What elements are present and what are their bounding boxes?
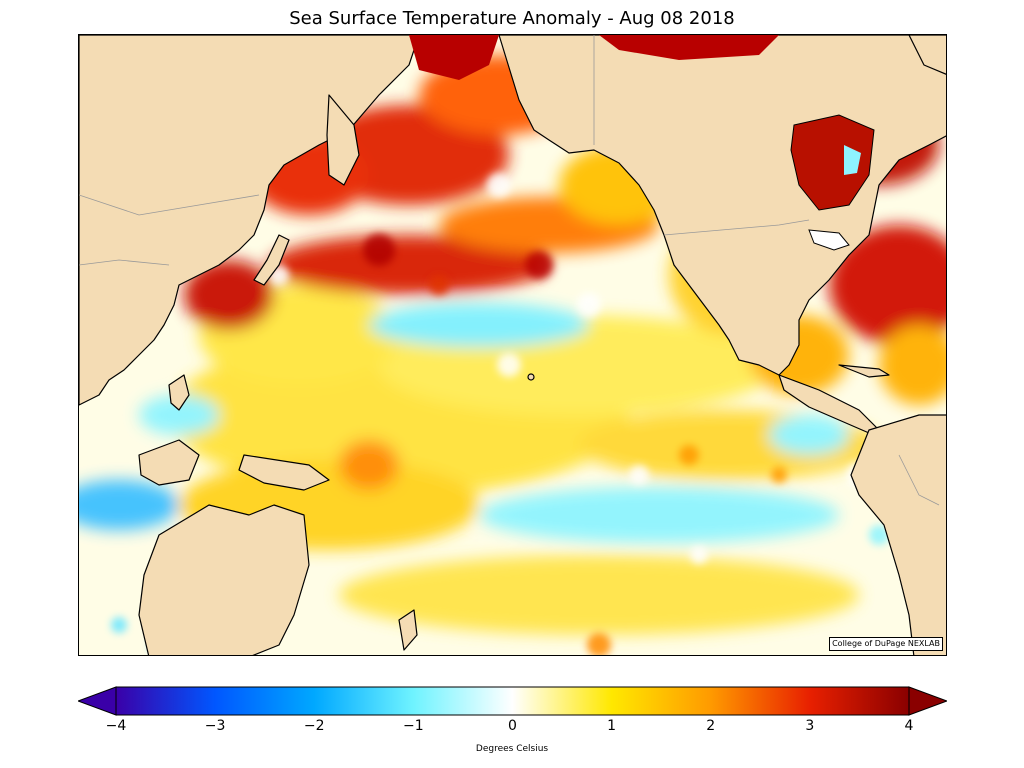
philippines xyxy=(168,374,190,411)
hawaii xyxy=(527,373,535,381)
colorbar-tick-label: −2 xyxy=(303,718,325,734)
japan xyxy=(253,234,290,286)
map-canvas xyxy=(79,35,946,655)
great-lakes xyxy=(808,229,850,251)
south-america-landmass xyxy=(850,414,946,655)
colorbar-label: Degrees Celsius xyxy=(475,744,549,754)
arctic-warm-2 xyxy=(599,35,779,60)
new-zealand xyxy=(398,609,418,651)
map-title: Sea Surface Temperature Anomaly - Aug 08… xyxy=(289,8,735,29)
colorbar-tick-label: 2 xyxy=(706,718,716,734)
colorbar-tick-label: 0 xyxy=(508,718,517,734)
arctic-warm xyxy=(409,35,499,80)
colorbar-tick-label: −3 xyxy=(204,718,226,734)
new-guinea xyxy=(238,454,330,491)
hudson-bay xyxy=(790,114,875,211)
colorbar-left-extend xyxy=(78,686,117,716)
colorbar xyxy=(78,686,947,716)
colorbar-ticks: −4 −3 −2 −1 0 1 2 3 4 xyxy=(0,718,1024,738)
colorbar-tick-label: 4 xyxy=(904,718,914,734)
borneo xyxy=(138,439,200,486)
colorbar-tick-label: −4 xyxy=(105,718,127,734)
colorbar-tick-label: −1 xyxy=(403,718,424,734)
greenland xyxy=(908,35,946,75)
inland-waters xyxy=(409,35,875,251)
colorbar-tick-label: 1 xyxy=(607,718,617,734)
colorbar-tick-label: 3 xyxy=(805,718,815,734)
cuba xyxy=(838,364,890,378)
colorbar-right-extend xyxy=(908,686,947,716)
hudson-bay-cool xyxy=(844,145,861,175)
colorbar-gradient xyxy=(115,686,910,716)
sst-anomaly-map: College of DuPage NEXLAB xyxy=(78,34,947,656)
kamchatka xyxy=(326,94,360,186)
credit-label: College of DuPage NEXLAB xyxy=(829,637,943,651)
australia xyxy=(138,504,310,655)
political-borders xyxy=(79,35,940,506)
